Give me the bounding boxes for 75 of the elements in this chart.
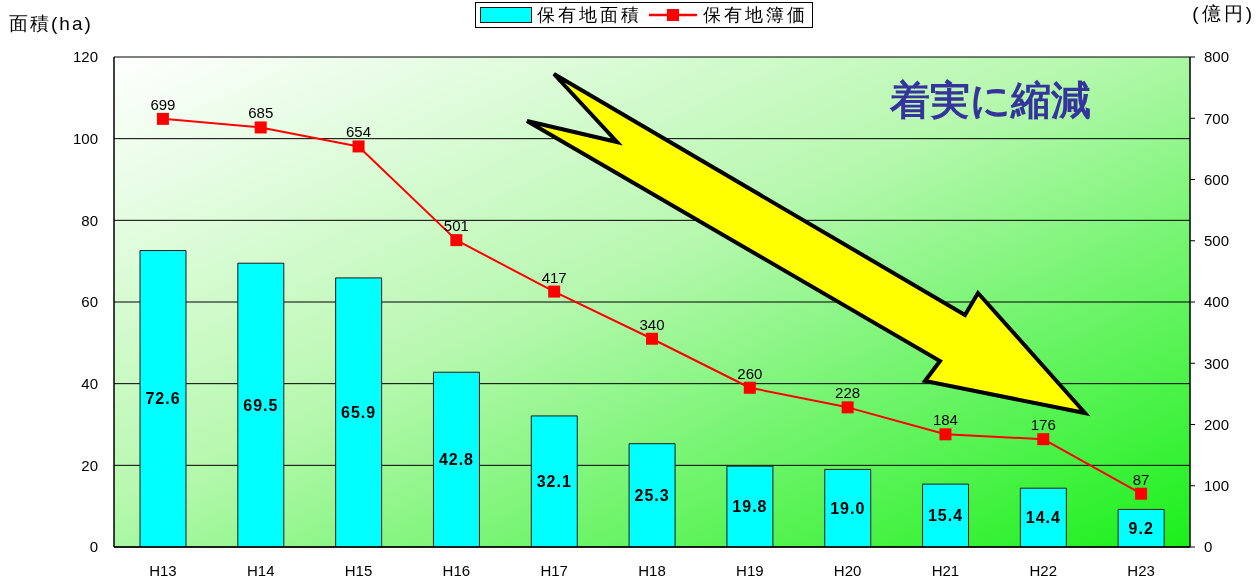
legend-label: 保有地簿価 [703, 5, 808, 25]
data-label: 15.4 [927, 507, 964, 525]
x-tick-label: H15 [344, 561, 373, 579]
point [841, 401, 854, 414]
point [156, 112, 169, 125]
y-axis-title: 面積(ha) [9, 12, 93, 36]
bar [432, 371, 480, 547]
data-label: 340 [639, 315, 665, 333]
y2-tick-label: 600 [1204, 170, 1230, 188]
data-label: 65.9 [341, 404, 377, 422]
x-tick-label: H18 [638, 561, 666, 579]
y-tick-label: 20 [81, 456, 98, 474]
data-label: 176 [1030, 416, 1056, 434]
data-label: 72.6 [145, 390, 181, 408]
y2-tick-label: 700 [1204, 109, 1230, 127]
y2-tick-label: 0 [1204, 538, 1213, 556]
y-tick-label: 0 [89, 538, 98, 556]
bar [335, 277, 383, 547]
x-tick-label: H17 [540, 561, 568, 579]
data-label: 69.5 [243, 396, 279, 414]
legend-label: 保有地面積 [537, 5, 642, 25]
y2-tick-label: 300 [1204, 354, 1230, 372]
point [254, 121, 267, 134]
data-label: 42.8 [438, 451, 475, 469]
x-tick-label: H19 [736, 561, 764, 579]
y2-axis-title: (億円) [1192, 2, 1255, 26]
point [939, 428, 952, 441]
y-tick-label: 100 [72, 129, 98, 147]
x-tick-label: H22 [1029, 561, 1058, 579]
data-label: 699 [150, 95, 176, 113]
y2-tick-label: 800 [1204, 48, 1230, 66]
bar [530, 415, 578, 547]
data-label: 32.1 [536, 473, 572, 491]
point [646, 332, 658, 345]
x-tick-label: H13 [149, 561, 177, 579]
y-tick-label: 120 [72, 48, 98, 66]
y2-tick-label: 100 [1204, 477, 1230, 495]
bar [237, 262, 285, 547]
data-label: 9.2 [1128, 519, 1154, 537]
data-label: 87 [1132, 470, 1150, 488]
y2-tick-label: 500 [1204, 232, 1230, 250]
x-tick-label: H23 [1127, 561, 1155, 579]
data-label: 184 [932, 411, 958, 429]
y2-tick-label: 200 [1204, 415, 1230, 433]
bar [824, 468, 872, 547]
bar [139, 250, 187, 547]
data-label: 19.0 [830, 499, 866, 517]
x-tick-label: H20 [833, 561, 862, 579]
bar [628, 443, 676, 547]
data-label: 654 [346, 123, 372, 141]
y-tick-label: 80 [81, 211, 98, 229]
bar [1019, 487, 1067, 547]
bar [726, 465, 774, 547]
x-tick-label: H21 [931, 561, 960, 579]
data-label: 25.3 [634, 487, 670, 505]
point [352, 140, 365, 153]
x-tick-label: H16 [442, 561, 471, 579]
bar [922, 483, 970, 547]
y-tick-label: 60 [81, 293, 98, 311]
y2-tick-label: 400 [1204, 293, 1230, 311]
data-label: 228 [835, 384, 861, 402]
data-label: 685 [248, 104, 274, 122]
data-label: 260 [737, 364, 763, 382]
data-label: 14.4 [1025, 509, 1061, 527]
point [1037, 433, 1050, 446]
point [450, 234, 463, 247]
y-tick-label: 40 [81, 374, 98, 392]
data-label: 501 [443, 217, 469, 235]
data-label: 417 [541, 268, 567, 286]
data-label: 19.8 [732, 498, 768, 516]
x-tick-label: H14 [246, 561, 275, 579]
point [743, 381, 756, 394]
point [1135, 487, 1148, 500]
annotation: 着実に縮減 [890, 77, 1091, 123]
point [548, 285, 561, 298]
